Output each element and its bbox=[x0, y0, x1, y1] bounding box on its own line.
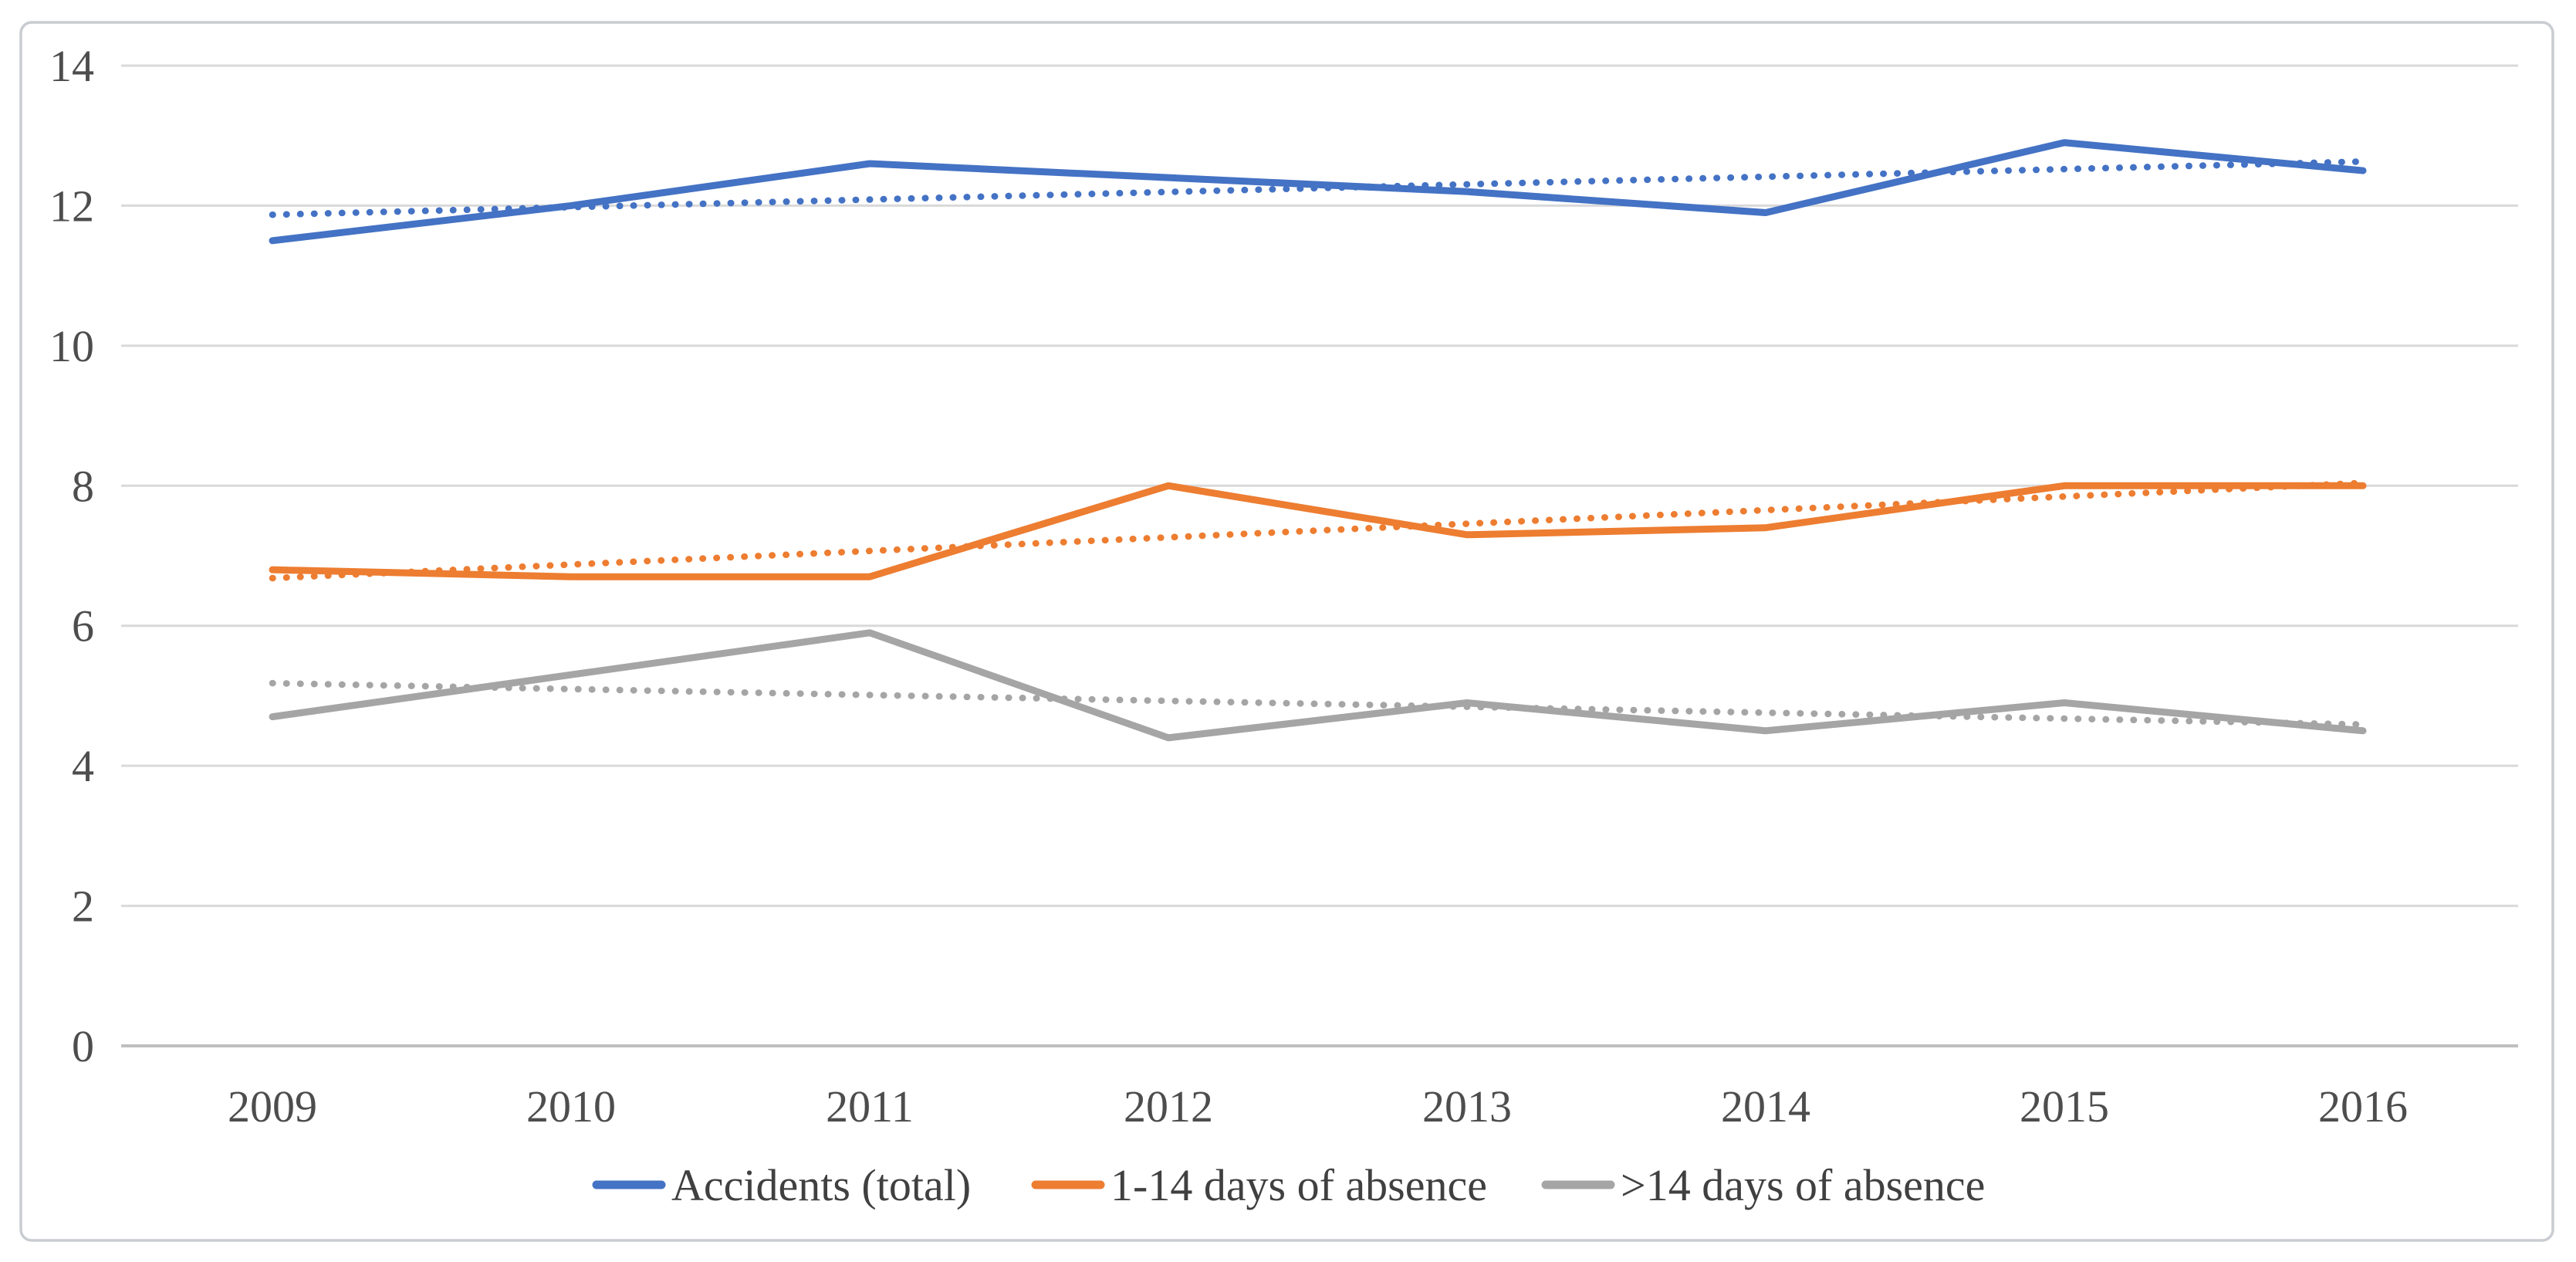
trendline-accidents-total bbox=[269, 158, 2367, 218]
series-line-accidents-total bbox=[269, 139, 2367, 245]
x-tick-label: 2012 bbox=[1124, 1081, 1213, 1132]
y-tick-label: 2 bbox=[72, 881, 94, 932]
x-tick-label: 2011 bbox=[826, 1081, 914, 1132]
trendline-14-days-of-absence bbox=[269, 679, 2367, 728]
figure-border bbox=[19, 21, 2554, 1242]
x-tick-label: 2016 bbox=[2318, 1081, 2408, 1132]
y-tick-label: 14 bbox=[49, 41, 94, 91]
x-tick-label: 2009 bbox=[228, 1081, 317, 1132]
x-tick-label: 2014 bbox=[1721, 1081, 1810, 1132]
y-tick-label: 6 bbox=[72, 601, 94, 651]
series-line-14-days-of-absence bbox=[269, 629, 2367, 742]
y-tick-label: 10 bbox=[49, 321, 94, 371]
legend-label-accidents-total: Accidents (total) bbox=[671, 1160, 971, 1210]
trendline-1-14-days-of-absence bbox=[269, 479, 2367, 582]
x-tick-label: 2013 bbox=[1422, 1081, 1512, 1132]
series-line-1-14-days-of-absence bbox=[269, 482, 2367, 580]
x-tick-label: 2015 bbox=[2020, 1081, 2109, 1132]
y-tick-label: 0 bbox=[72, 1021, 94, 1071]
y-tick-label: 12 bbox=[49, 181, 94, 231]
y-tick-label: 8 bbox=[72, 461, 94, 511]
legend-label-1-14-days-of-absence: 1-14 days of absence bbox=[1111, 1160, 1487, 1210]
y-tick-label: 4 bbox=[72, 741, 94, 791]
legend-label-14-days-of-absence: >14 days of absence bbox=[1621, 1160, 1985, 1210]
x-tick-label: 2010 bbox=[526, 1081, 616, 1132]
